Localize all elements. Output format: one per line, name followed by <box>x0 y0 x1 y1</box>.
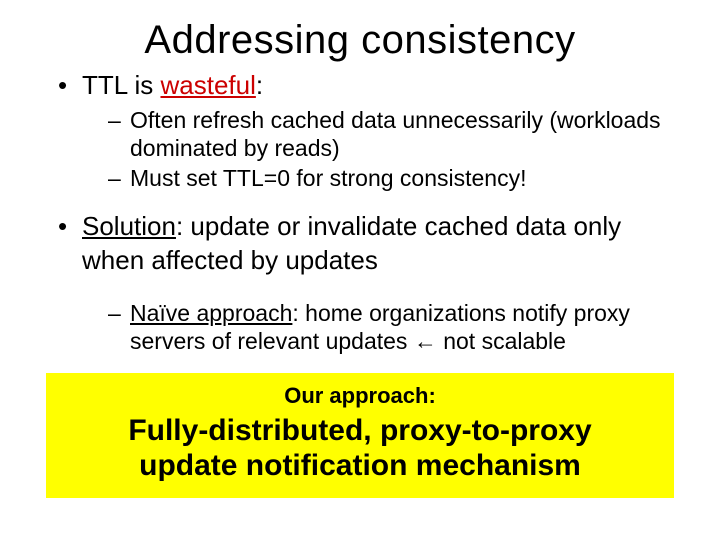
bullet-ttl-suffix: : <box>256 70 263 100</box>
box-line2b: update notification mechanism <box>139 449 581 482</box>
sub-list-2: Naïve approach: home organizations notif… <box>82 299 680 355</box>
sub-list-1: Often refresh cached data unnecessarily … <box>82 106 680 192</box>
box-line2: Fully-distributed, proxy-to-proxy update… <box>54 413 666 484</box>
sub-ttl0: Must set TTL=0 for strong consistency! <box>108 164 680 192</box>
spacer <box>82 277 680 295</box>
bullet-ttl-prefix: TTL is <box>82 70 160 100</box>
highlight-box: Our approach: Fully-distributed, proxy-t… <box>46 373 674 498</box>
bullet-list: TTL is wasteful: Often refresh cached da… <box>40 69 680 355</box>
bullet-ttl: TTL is wasteful: Often refresh cached da… <box>58 69 680 192</box>
sub-refresh: Often refresh cached data unnecessarily … <box>108 106 680 162</box>
slide: Addressing consistency TTL is wasteful: … <box>0 0 720 540</box>
bullet-solution-u: Solution <box>82 211 176 241</box>
box-line2a: Fully-distributed, proxy-to-proxy <box>128 414 591 447</box>
slide-title: Addressing consistency <box>40 18 680 63</box>
sub-naive: Naïve approach: home organizations notif… <box>108 299 680 355</box>
bullet-ttl-wasteful: wasteful <box>160 70 255 100</box>
box-line1: Our approach: <box>54 383 666 409</box>
sub-naive-u: Naïve approach <box>130 300 292 326</box>
bullet-solution: Solution: update or invalidate cached da… <box>58 210 680 355</box>
